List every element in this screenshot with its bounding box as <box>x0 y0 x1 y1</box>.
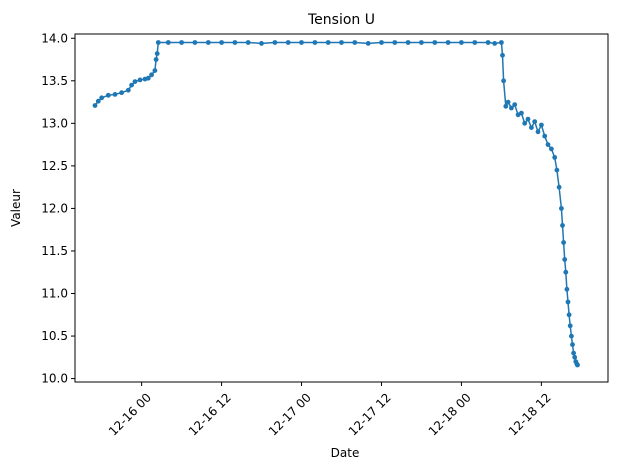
data-point <box>565 299 571 305</box>
data-point <box>505 99 511 105</box>
data-point <box>503 103 509 109</box>
data-point <box>152 68 158 73</box>
data-point <box>562 257 568 262</box>
data-point <box>499 40 504 45</box>
data-point <box>529 125 534 130</box>
y-tick-label: 12.5 <box>41 159 68 173</box>
data-point <box>432 40 438 45</box>
plot-area <box>92 40 580 368</box>
data-point <box>149 72 155 78</box>
data-point <box>566 312 572 318</box>
data-point <box>137 77 143 83</box>
data-point <box>125 87 131 93</box>
data-point <box>563 269 569 275</box>
y-tick-label: 14.0 <box>41 31 68 45</box>
data-point <box>339 40 344 45</box>
data-point <box>245 40 251 45</box>
data-point <box>95 98 101 104</box>
data-point <box>219 40 225 45</box>
data-point <box>154 51 160 56</box>
data-point <box>92 103 98 108</box>
data-point <box>312 40 318 45</box>
data-point <box>153 57 159 62</box>
data-point <box>459 40 464 45</box>
data-point <box>554 167 560 173</box>
data-point <box>405 40 411 45</box>
data-point <box>352 40 358 45</box>
data-point <box>567 323 573 329</box>
data-point <box>571 350 576 356</box>
data-point <box>145 75 151 81</box>
data-point <box>564 286 570 292</box>
data-point <box>392 40 398 45</box>
data-point <box>112 92 118 97</box>
data-point <box>232 40 238 45</box>
data-point <box>365 41 371 46</box>
data-point <box>500 52 505 58</box>
data-point <box>492 41 498 46</box>
chart-title: Tension U <box>307 12 375 28</box>
y-tick-label: 13.5 <box>41 74 68 88</box>
data-point <box>552 155 558 160</box>
data-point <box>561 240 566 245</box>
data-point <box>549 146 554 152</box>
data-point <box>155 40 161 45</box>
data-point <box>299 40 304 45</box>
data-point <box>545 142 551 148</box>
data-point <box>379 40 384 45</box>
data-point <box>445 40 451 45</box>
y-tick-label: 12.0 <box>41 201 68 215</box>
data-point <box>165 40 171 45</box>
data-point <box>535 129 541 135</box>
axes-frame <box>74 33 609 383</box>
data-point <box>569 333 574 339</box>
data-point <box>539 122 544 128</box>
data-point <box>560 223 565 228</box>
data-point <box>525 116 531 122</box>
y-tick-label: 13.0 <box>41 116 68 130</box>
data-point <box>575 362 580 368</box>
data-point <box>105 92 111 98</box>
data-point <box>419 40 424 45</box>
data-point <box>205 40 211 45</box>
data-point <box>512 102 518 107</box>
data-point <box>129 82 135 88</box>
data-point <box>99 95 105 101</box>
data-point <box>542 133 548 139</box>
data-point <box>259 41 264 46</box>
data-point <box>570 342 575 347</box>
data-point <box>532 119 538 124</box>
data-point <box>272 40 278 45</box>
data-point <box>556 184 562 190</box>
data-point <box>285 40 291 45</box>
y-tick-label: 11.0 <box>41 287 68 301</box>
data-point <box>509 105 514 111</box>
data-point <box>485 40 491 45</box>
y-tick-label: 10.0 <box>41 372 68 386</box>
data-point <box>559 206 564 211</box>
data-point <box>325 40 331 45</box>
data-point <box>572 354 578 360</box>
data-point <box>472 40 478 45</box>
y-axis-title: Valeur <box>9 189 23 227</box>
y-tick-label: 11.5 <box>41 244 68 258</box>
data-point <box>501 78 506 84</box>
data-point <box>519 110 524 116</box>
data-point <box>119 90 124 96</box>
data-point <box>179 40 185 45</box>
x-axis-title: Date <box>331 446 360 460</box>
y-tick-label: 10.5 <box>41 329 68 343</box>
data-point <box>132 79 138 84</box>
data-point <box>192 40 198 45</box>
data-point <box>522 120 528 126</box>
